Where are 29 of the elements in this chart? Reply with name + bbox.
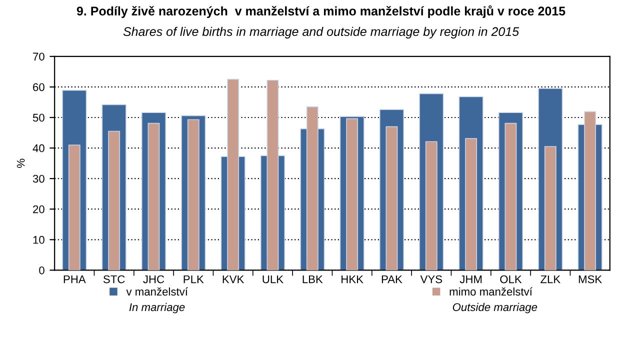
legend-label: v manželství	[126, 287, 188, 296]
x-tick-label: MSK	[578, 275, 602, 284]
y-axis-title: %	[16, 158, 25, 168]
y-tick-label: 30	[32, 174, 44, 183]
x-tick-label: PLK	[184, 275, 204, 284]
y-tick-label: 50	[32, 114, 44, 122]
x-tick-label: HKK	[342, 275, 364, 284]
x-tick-label: KVK	[222, 275, 244, 284]
x-tick-label: JHC	[143, 275, 164, 284]
chart-subtitle: Shares of live births in marriage and outside marriage by region in 2015	[123, 26, 520, 39]
x-tick-label: VYS	[420, 275, 442, 284]
x-tick-label: PHA	[64, 275, 86, 284]
y-tick-label: 20	[33, 205, 44, 214]
legend-label: mimo manželství	[450, 287, 532, 296]
y-tick-label: 0	[39, 266, 44, 274]
text: Outside marriage	[452, 302, 538, 314]
x-tick-label: ULK	[262, 275, 284, 284]
x-tick-label: OLK	[500, 275, 522, 284]
y-tick-label: 60	[33, 83, 44, 92]
x-tick-label: PAK	[382, 275, 402, 284]
text: In marriage	[129, 302, 185, 314]
x-tick-label: JHM	[460, 275, 482, 284]
y-tick-label: 40	[32, 144, 44, 152]
x-tick-label: STC	[103, 275, 125, 284]
y-tick-label: 10	[33, 236, 44, 244]
x-tick-label: LBK	[302, 275, 323, 284]
chart-title: 9. Podíly živě narozených v manželství a mimo manželství podle krajů v roce 2015	[76, 5, 566, 18]
y-tick-label: 70	[33, 52, 44, 61]
x-tick-label: ZLK	[540, 275, 560, 284]
